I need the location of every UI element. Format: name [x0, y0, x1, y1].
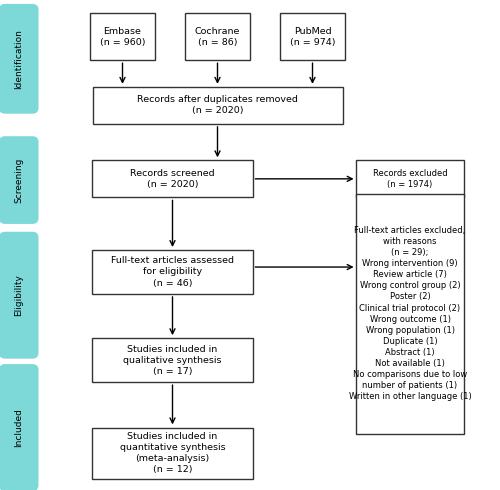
Text: Screening: Screening: [14, 157, 23, 203]
FancyBboxPatch shape: [0, 232, 38, 359]
FancyBboxPatch shape: [0, 4, 38, 114]
FancyBboxPatch shape: [92, 427, 252, 479]
Text: Studies included in
qualitative synthesis
(n = 17): Studies included in qualitative synthesi…: [123, 344, 222, 376]
Text: Studies included in
quantitative synthesis
(meta-analysis)
(n = 12): Studies included in quantitative synthes…: [120, 432, 226, 474]
FancyBboxPatch shape: [0, 136, 38, 224]
FancyBboxPatch shape: [92, 161, 252, 197]
FancyBboxPatch shape: [185, 13, 250, 60]
FancyBboxPatch shape: [92, 87, 342, 123]
Text: Included: Included: [14, 408, 23, 447]
Text: Full-text articles excluded,
with reasons
(n = 29);
Wrong intervention (9)
Revie: Full-text articles excluded, with reason…: [348, 226, 472, 401]
FancyBboxPatch shape: [92, 338, 252, 382]
Text: Full-text articles assessed
for eligibility
(n = 46): Full-text articles assessed for eligibil…: [111, 256, 234, 288]
Text: Eligibility: Eligibility: [14, 274, 23, 316]
Text: Records screened
(n = 2020): Records screened (n = 2020): [130, 169, 215, 189]
Text: Embase
(n = 960): Embase (n = 960): [100, 26, 145, 47]
FancyBboxPatch shape: [92, 250, 252, 294]
FancyBboxPatch shape: [90, 13, 155, 60]
Text: Records excluded
(n = 1974): Records excluded (n = 1974): [372, 169, 448, 189]
FancyBboxPatch shape: [280, 13, 345, 60]
FancyBboxPatch shape: [0, 364, 38, 490]
FancyBboxPatch shape: [356, 161, 464, 197]
Text: Identification: Identification: [14, 29, 23, 89]
FancyBboxPatch shape: [356, 194, 464, 434]
Text: Cochrane
(n = 86): Cochrane (n = 86): [195, 26, 240, 47]
Text: Records after duplicates removed
(n = 2020): Records after duplicates removed (n = 20…: [137, 95, 298, 116]
Text: PubMed
(n = 974): PubMed (n = 974): [290, 26, 335, 47]
